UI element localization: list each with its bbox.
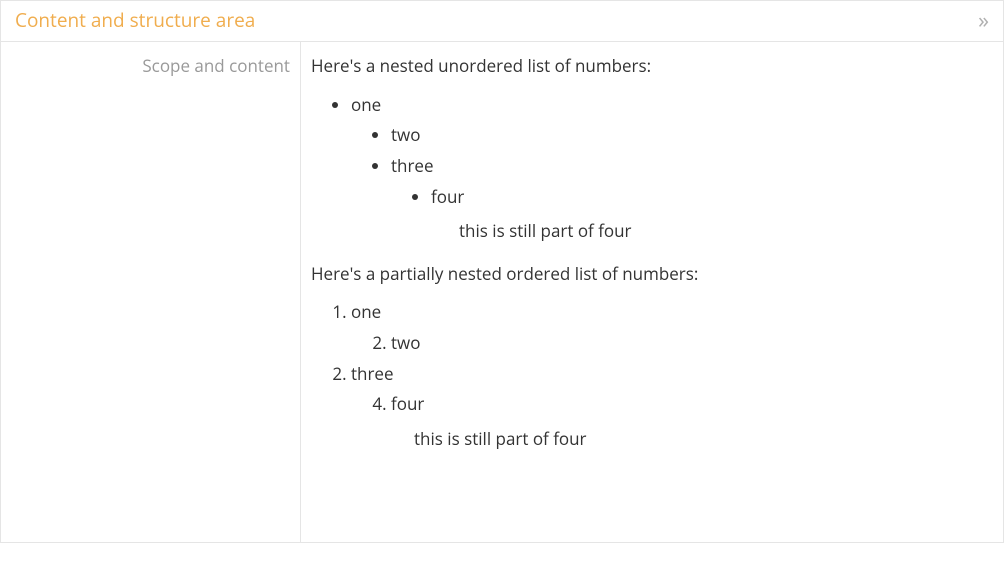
collapse-toggle-icon[interactable]: » — [978, 9, 989, 31]
ordered-list-nested: four this is still part of four — [351, 392, 989, 451]
list-item: four this is still part of four — [391, 392, 989, 451]
list-item-text: three — [391, 154, 434, 177]
list-item-text: three — [351, 362, 394, 385]
unordered-list-nested: four this is still part of four — [391, 185, 989, 244]
list-item-text: one — [351, 93, 381, 116]
panel-title: Content and structure area — [15, 7, 255, 33]
intro-paragraph-2: Here's a partially nested ordered list o… — [311, 262, 989, 287]
list-item: three four this is still part of four — [351, 362, 989, 452]
list-item-continuation: this is still part of four — [414, 427, 989, 452]
panel-header: Content and structure area » — [1, 1, 1003, 42]
list-item-text: one — [351, 300, 381, 323]
list-item: one two three four this is still part of… — [351, 93, 989, 244]
list-item-text: four — [431, 185, 464, 208]
list-item: four this is still part of four — [431, 185, 989, 244]
panel-body: Scope and content Here's a nested unorde… — [1, 42, 1003, 542]
list-item: three four this is still part of four — [391, 154, 989, 244]
list-item-text: four — [391, 392, 424, 415]
field-content: Here's a nested unordered list of number… — [301, 42, 1003, 542]
unordered-list: one two three four this is still part of… — [311, 93, 989, 244]
unordered-list-nested: two three four this is still part of fou… — [351, 123, 989, 244]
content-structure-panel: Content and structure area » Scope and c… — [0, 0, 1004, 543]
intro-paragraph-1: Here's a nested unordered list of number… — [311, 54, 989, 79]
field-label: Scope and content — [1, 42, 301, 542]
ordered-list-nested: two — [351, 331, 989, 356]
list-item: one two — [351, 300, 989, 355]
list-item: two — [391, 123, 989, 148]
ordered-list: one two three four this is still part of… — [311, 300, 989, 451]
list-item-continuation: this is still part of four — [459, 219, 989, 244]
list-item: two — [391, 331, 989, 356]
